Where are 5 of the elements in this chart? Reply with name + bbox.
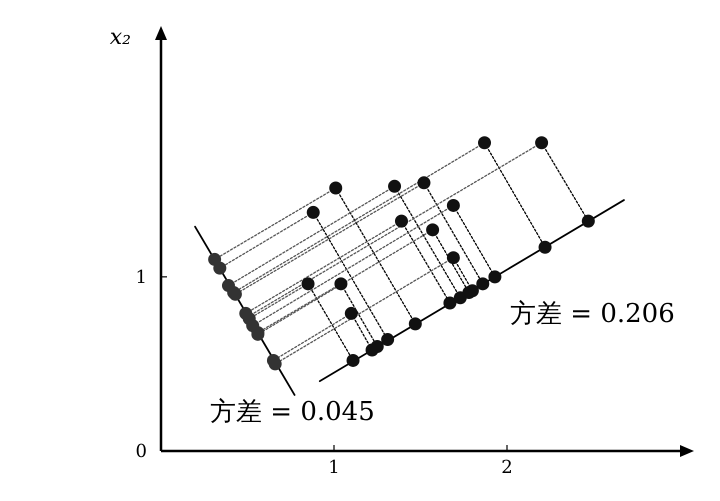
annotation: 方差 = 0.206 bbox=[510, 299, 675, 329]
x-tick-label: 2 bbox=[501, 457, 513, 478]
y-axis-title: x₂ bbox=[110, 25, 131, 50]
y-tick-label: 0 bbox=[136, 441, 147, 462]
annotation: 方差 = 0.045 bbox=[210, 397, 375, 427]
